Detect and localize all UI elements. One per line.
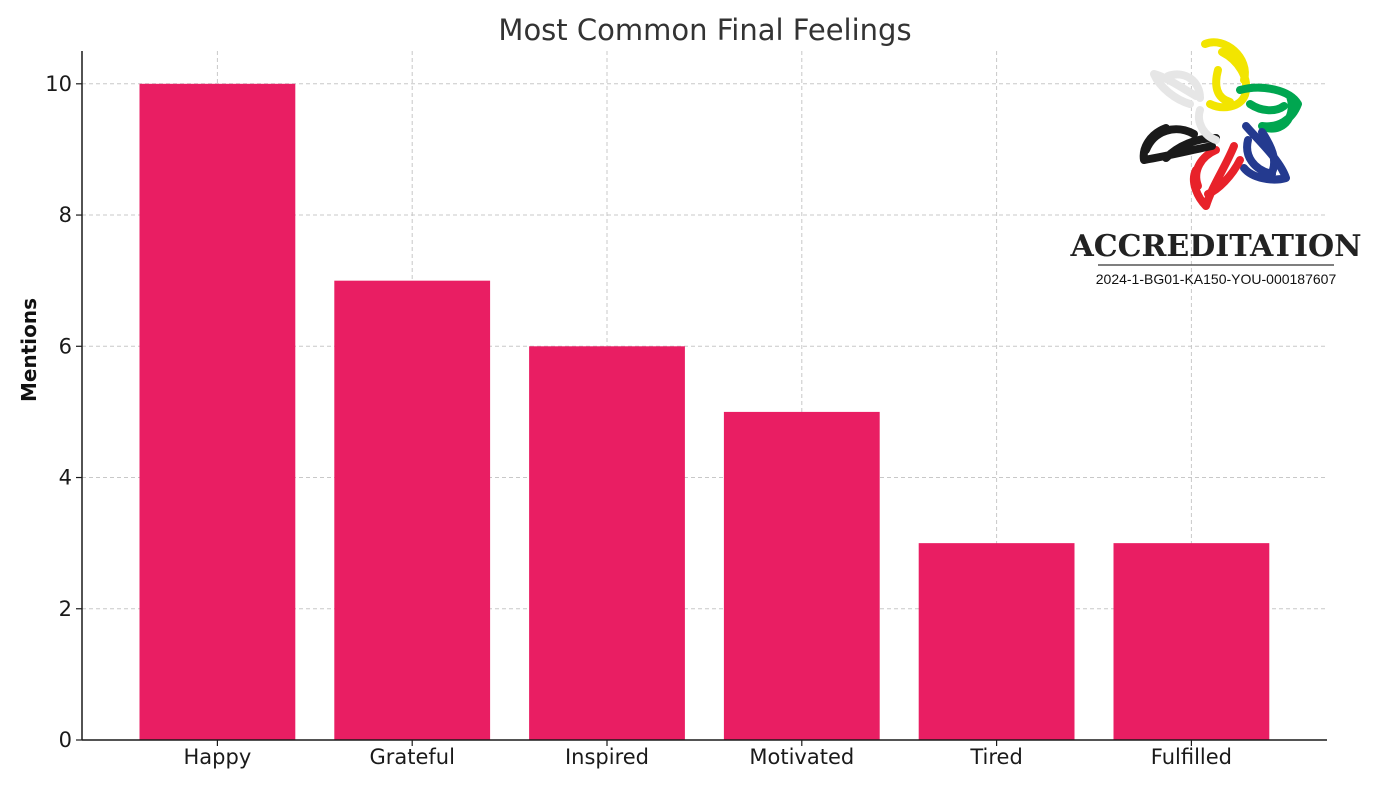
y-tick-label: 4: [59, 466, 72, 490]
y-tick-label: 0: [59, 728, 72, 752]
chart-title: Most Common Final Feelings: [498, 13, 911, 47]
x-tick-label: Motivated: [749, 745, 854, 769]
x-tick-label: Inspired: [565, 745, 649, 769]
x-tick-label: Grateful: [369, 745, 454, 769]
bar-grateful: [334, 280, 491, 740]
axes: [76, 51, 1327, 746]
y-tick-label: 10: [45, 72, 72, 96]
y-axis-label: Mentions: [17, 298, 41, 402]
y-tick-label: 8: [59, 203, 72, 227]
logo-title: ACCREDITATION: [1069, 229, 1361, 264]
x-tick-label: Tired: [969, 745, 1022, 769]
bar-happy: [139, 83, 296, 741]
bar-tired: [918, 543, 1075, 740]
x-tick-label: Fulfilled: [1151, 745, 1232, 769]
bar-inspired: [529, 346, 685, 740]
y-tick-label: 6: [59, 334, 72, 358]
bar-fulfilled: [1113, 543, 1270, 740]
y-tick-labels: 0 2 4 6 8 10: [45, 72, 72, 752]
logo-code: 2024-1-BG01-KA150-YOU-000187607: [1096, 271, 1337, 287]
x-tick-labels: Happy Grateful Inspired Motivated Tired Fulfi…: [184, 745, 1232, 769]
y-tick-label: 2: [59, 597, 72, 621]
accreditation-logo: ACCREDITATION 2024-1-BG01-KA150-YOU-0001…: [1069, 38, 1362, 287]
x-tick-label: Happy: [184, 745, 252, 769]
bars: [139, 83, 1270, 741]
five-color-interlocked-hands-star-icon: [1139, 38, 1302, 210]
bar-motivated: [723, 411, 880, 740]
